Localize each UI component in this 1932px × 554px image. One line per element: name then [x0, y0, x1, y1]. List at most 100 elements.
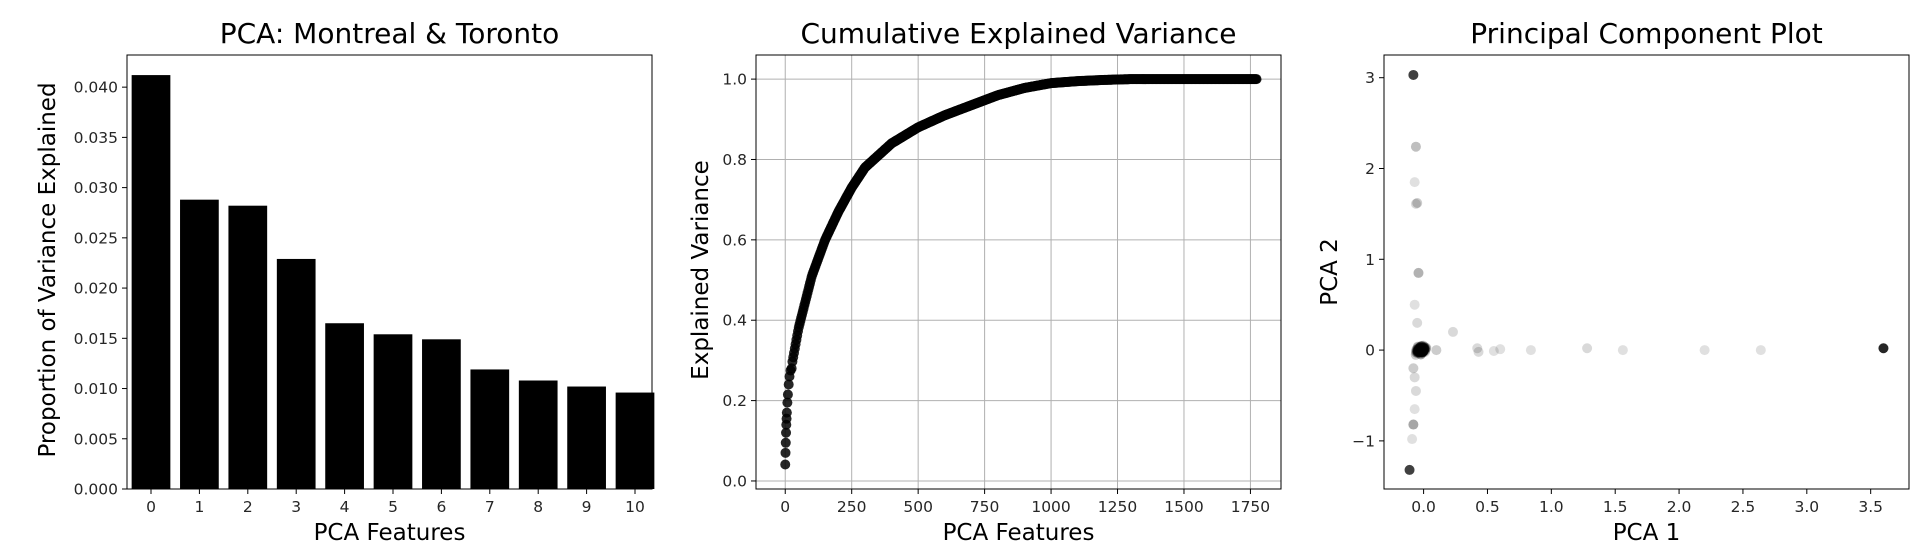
bar [228, 205, 268, 489]
data-point [1413, 342, 1424, 353]
data-point [781, 407, 792, 418]
data-point [1412, 346, 1423, 357]
bar [422, 339, 461, 489]
data-point [1414, 347, 1425, 358]
x-tick-label: 1250 [1098, 498, 1137, 516]
data-point [1417, 345, 1428, 356]
data-point [1417, 345, 1428, 356]
x-tick-label: 9 [582, 498, 592, 516]
y-tick-label: 0.4 [722, 312, 747, 330]
data-point [1418, 342, 1429, 353]
x-tick-label: 3.5 [1858, 498, 1883, 516]
data-point [1416, 346, 1427, 357]
x-tick-label: 5 [388, 498, 398, 516]
data-point [1417, 346, 1428, 357]
data-point [1414, 344, 1425, 355]
x-tick-label: 3.0 [1794, 498, 1819, 516]
data-point [1419, 343, 1430, 354]
data-point [1415, 341, 1426, 352]
data-point [1414, 343, 1425, 354]
data-point [1416, 343, 1427, 354]
data-point [1416, 342, 1427, 353]
data-point [1409, 404, 1420, 415]
data-point [1404, 464, 1415, 475]
x-axis-label: PCA 1 [1613, 520, 1681, 546]
y-tick-label: 0.030 [74, 179, 118, 197]
x-tick-label: 1.5 [1603, 498, 1628, 516]
data-point [783, 379, 794, 390]
data-point [780, 437, 791, 448]
data-point [1415, 347, 1426, 358]
data-point [1415, 344, 1426, 355]
data-point [1407, 434, 1418, 445]
data-point [1418, 344, 1429, 355]
data-point [1412, 347, 1423, 358]
data-point [1414, 345, 1425, 356]
data-point [1419, 344, 1430, 355]
data-point [1617, 345, 1628, 356]
data-point [1416, 345, 1427, 356]
x-tick-label: 750 [970, 498, 1000, 516]
data-point [1418, 346, 1429, 357]
data-point [1411, 344, 1422, 355]
data-point [1412, 345, 1423, 356]
data-point [782, 397, 793, 408]
data-point [1414, 347, 1425, 358]
bar [131, 75, 171, 489]
data-point [1414, 344, 1425, 355]
data-point [1414, 343, 1425, 354]
y-tick-label: −1 [1352, 432, 1375, 450]
data-point [1412, 345, 1423, 356]
y-tick-label: 0.0 [722, 472, 747, 490]
data-point [1488, 345, 1499, 356]
data-point [1414, 344, 1425, 355]
data-point [1416, 347, 1427, 358]
data-point [1421, 342, 1432, 353]
data-point [1412, 346, 1423, 357]
data-point [1412, 346, 1423, 357]
data-point [1415, 345, 1426, 356]
data-point [1419, 341, 1430, 352]
data-point [1414, 344, 1425, 355]
data-point [1414, 345, 1425, 356]
y-tick-label: 0.025 [74, 229, 118, 247]
data-point [1413, 346, 1424, 357]
y-tick-label: 0.8 [722, 151, 747, 169]
data-point [1414, 346, 1425, 357]
y-tick-label: 0 [1365, 342, 1375, 360]
data-point [1416, 345, 1427, 356]
data-point [1410, 198, 1421, 209]
data-point [1411, 344, 1422, 355]
x-tick-label: 4 [340, 498, 350, 516]
data-point [1413, 345, 1424, 356]
data-point [1412, 317, 1423, 328]
bar [276, 258, 316, 489]
data-point [1410, 141, 1421, 152]
data-point [1412, 348, 1423, 359]
x-tick-label: 1750 [1231, 498, 1270, 516]
data-point [1417, 347, 1428, 358]
x-tick-label: 1000 [1031, 498, 1070, 516]
data-point [1417, 346, 1428, 357]
data-point [1416, 344, 1427, 355]
data-point [1417, 344, 1428, 355]
x-tick-label: 0 [780, 498, 790, 516]
data-point [1413, 346, 1424, 357]
plot-frame [755, 54, 1282, 490]
data-point [1416, 346, 1427, 357]
data-point [1415, 347, 1426, 358]
data-point [1416, 347, 1427, 358]
data-point [1419, 343, 1430, 354]
principal-component-panel: Principal Component Plot PCA 1 PCA 2 0.0… [1317, 17, 1910, 546]
data-point [782, 389, 793, 400]
data-point [1410, 349, 1421, 360]
data-point [1418, 343, 1429, 354]
data-point [1413, 343, 1424, 354]
mark-group [1404, 69, 1889, 475]
data-point [1418, 344, 1429, 355]
data-point [1417, 346, 1428, 357]
mark-group [780, 74, 1262, 470]
data-point [1417, 347, 1428, 358]
data-point [1416, 343, 1427, 354]
x-tick-label: 0.0 [1411, 498, 1436, 516]
